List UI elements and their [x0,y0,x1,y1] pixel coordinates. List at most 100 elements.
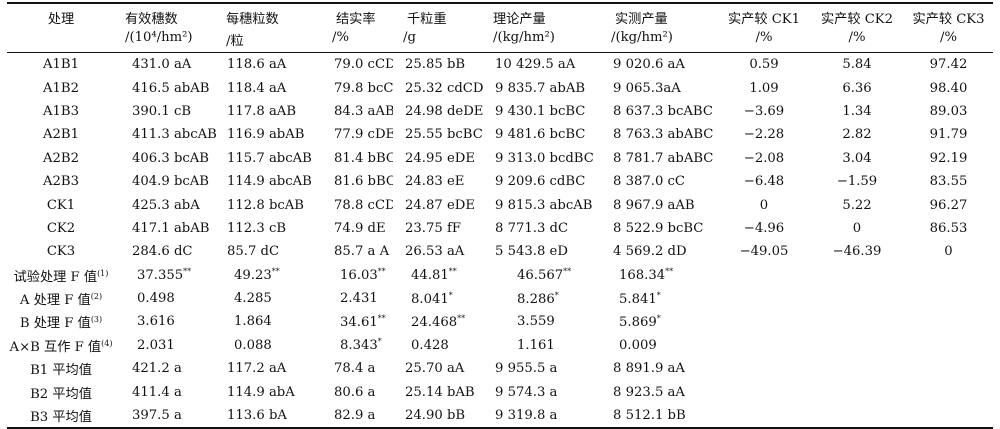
table-cell: 3.559 [483,310,601,333]
column-unit-5: /(kg/hm²) [483,30,601,53]
table-cell: 85.7 a A [322,240,393,263]
table-row: A1B1 431.0 aA 118.6 aA 79.0 cCD 25.85 bB 10 4… [7,53,993,77]
cell-value: 81.6 bBC [334,174,393,190]
row-label: A1B1 [7,53,115,77]
table-cell: 8 781.7 abABC [601,147,718,170]
cell-value: 25.32 cdCD [405,80,483,96]
cell-value: −49.05 [739,244,789,260]
table-cell: 114.9 abA [216,380,322,403]
table-cell: 5 543.8 eD [483,240,601,263]
column-header-8: 实产较 CK2 [810,2,904,30]
cell-value: 421.2 a [132,361,182,377]
table-cell: 8 522.9 bcBC [601,217,718,240]
column-unit-8: /% [810,30,904,53]
row-label-text: A2B2 [43,150,79,166]
table-cell: 84.3 aAB [322,100,393,123]
row-label-text: CK3 [46,244,76,260]
cell-value: 5.841 [619,291,657,307]
row-label-text: B3 平均值 [30,410,92,426]
table-cell: 8.343* [322,334,393,357]
cell-value: 9 815.3 abcAB [495,197,593,213]
table-cell: 9 020.6 aA [601,53,718,77]
table-cell: 117.8 aAB [216,100,322,123]
table-cell: 113.6 bA [216,403,322,429]
cell-value: 114.9 abA [227,384,295,400]
cell-value: 284.6 dC [132,244,193,260]
table-cell: 116.9 abAB [216,123,322,146]
cell-value: 0.009 [619,337,657,353]
table-cell: 4.285 [216,287,322,310]
table-cell: 1.34 [810,100,904,123]
cell-value: 8.343 [340,338,378,354]
row-label-text: A1B3 [43,103,79,119]
table-cell [718,264,810,287]
table-cell: −6.48 [718,170,810,193]
cell-value: 78.4 a [334,361,376,377]
table-row: A2B1 411.3 abcAB 116.9 abAB 77.9 cDE 25.55 b… [7,123,993,146]
cell-value: 80.6 a [334,384,376,400]
table-cell: 9 481.6 bcBC [483,123,601,146]
row-label-text: CK2 [46,220,76,236]
cell-value: 2.031 [137,337,175,353]
table-cell: 24.83 eE [393,170,483,193]
table-cell: 431.0 aA [115,53,216,77]
cell-value: 97.42 [929,57,968,73]
cell-value: 96.27 [929,197,968,213]
table-cell: 1.09 [718,76,810,99]
cell-value: 91.79 [929,127,968,143]
table-cell: 8 387.0 cC [601,170,718,193]
column-unit-7: /% [718,30,810,53]
table-cell: 0.088 [216,334,322,357]
yield-table: 处理 有效穗数 每穗粒数 结实率 千粒重 理论产量 实测产量 实产较 CK1 实产较 CK2 实产… [7,2,993,429]
cell-value: 98.40 [929,80,968,96]
table-cell: 89.03 [904,100,993,123]
table-cell: 9 955.5 a [483,357,601,380]
row-label: A1B2 [7,76,115,99]
cell-value: 8 891.9 aA [613,361,685,377]
cell-value: 84.3 aAB [334,103,393,119]
cell-value: 83.55 [929,174,968,190]
cell-value: 118.4 aA [227,80,287,96]
footnote-marker: (2) [90,292,103,302]
significance-marker: * [656,313,661,323]
cell-value: 8 967.9 aAB [613,197,695,213]
cell-value: 24.98 deDE [405,103,483,119]
table-cell [810,334,904,357]
cell-value: 85.7 a A [334,244,390,260]
table-row: B 处理 F 值(3) 3.616 1.864 34.61** 24.468** 3.55… [7,310,993,333]
row-label: A 处理 F 值(2) [7,287,115,310]
table-row: B3 平均值 397.5 a 113.6 bA 82.9 a 24.90 bB 9 319… [7,403,993,429]
column-header-4: 千粒重 [393,2,483,30]
table-cell: 96.27 [904,193,993,216]
cell-value: 2.431 [340,291,378,307]
cell-value: 411.3 abcAB [132,127,216,143]
row-label-text: 试验处理 F 值 [13,269,98,285]
cell-value: 46.567 [517,268,564,284]
cell-value: 5 543.8 eD [495,244,568,260]
table-cell: 24.468** [393,310,483,333]
table-cell: 411.4 a [115,380,216,403]
row-label-text: A×B 互作 F 值 [9,339,102,355]
header-row-bottom: /(10⁴/hm²)/粒/%/g/(kg/hm²)/(kg/hm²)/%/%/% [7,30,993,53]
table-cell: 112.8 bcAB [216,193,322,216]
table-cell: 0.009 [601,334,718,357]
table-cell: 9 319.8 a [483,403,601,429]
significance-marker: * [377,337,382,347]
table-cell: 85.7 dC [216,240,322,263]
column-unit-6: /(kg/hm²) [601,30,718,53]
cell-value: 79.0 cCD [334,57,393,73]
cell-value: 3.04 [842,150,872,166]
cell-value: 397.5 a [132,408,182,424]
cell-value: 82.9 a [334,408,376,424]
cell-value: 79.8 bcCD [334,80,393,96]
cell-value: 406.3 bcAB [132,150,209,166]
table-cell: 1.161 [483,334,601,357]
table-cell: 4 569.2 dD [601,240,718,263]
table-cell [718,357,810,380]
table-cell [810,380,904,403]
column-header-5: 理论产量 [483,2,601,30]
table-cell [810,310,904,333]
table-cell: −49.05 [718,240,810,263]
cell-value: 112.3 cB [227,220,287,236]
table-cell: 81.4 bBC [322,147,393,170]
